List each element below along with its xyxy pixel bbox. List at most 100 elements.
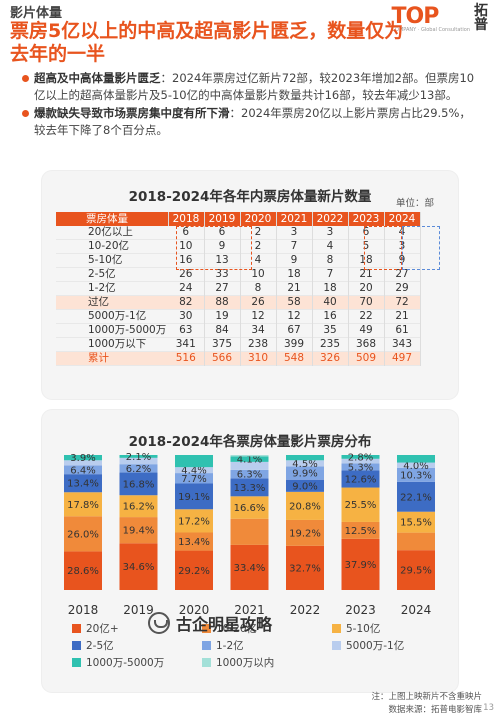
bullet-dot-icon (22, 75, 29, 82)
bar-segment (64, 516, 102, 552)
table-cell: 4 (312, 239, 349, 254)
data-source: 数据来源：拓普电影智库 (388, 705, 482, 715)
row-label: 2-5亿 (88, 268, 116, 280)
table-cell: 29 (384, 281, 421, 296)
table-cell: 18 (312, 281, 349, 296)
bar-segment (230, 518, 269, 545)
section-label: 影片体量 (10, 6, 63, 21)
bar-segment (230, 544, 269, 590)
table-cell: 22 (348, 309, 385, 324)
x-tick-label: 2019 (123, 603, 154, 617)
legend-swatch (72, 641, 81, 650)
table-row: 20亿以上 6 6 2 3 3 6 4 (56, 226, 421, 240)
data-label: 15.5% (400, 518, 432, 529)
table-cell: 24 (168, 281, 205, 296)
bar-segment (119, 495, 158, 518)
table-row: 5-10亿 16 13 4 9 8 18 9 (56, 253, 421, 268)
bar-segment (341, 455, 380, 459)
bar-segment (397, 481, 435, 512)
year-header: 2023 (348, 212, 385, 226)
data-label: 13.3% (234, 483, 266, 494)
table-cell: 375 (204, 337, 241, 352)
table-cell: 509 (348, 351, 385, 366)
table-cell: 368 (348, 337, 385, 352)
row-label: 5000万-1亿 (88, 310, 147, 322)
table-row: 1000万以下 341 375 238 399 235 368 343 (56, 337, 421, 352)
data-label: 4.0% (403, 461, 428, 472)
row-label: 1000万-5000万 (88, 324, 167, 336)
bar-segment (64, 474, 102, 493)
bar-segment (64, 492, 102, 517)
legend-label: 5-10亿 (346, 622, 380, 635)
bar-segment (230, 496, 269, 519)
bar-segment (119, 472, 158, 496)
footnote: 注：上图上映新片不含重映片 (371, 692, 482, 702)
table-cell: 18 (276, 267, 313, 282)
legend-swatch (202, 641, 211, 650)
table-row: 累计 516 566 310 548 326 509 497 (56, 351, 421, 366)
table-cell: 6 (348, 226, 385, 240)
row-label: 1-2亿 (88, 282, 116, 294)
table-cell: 19 (204, 309, 241, 324)
data-label: 22.1% (400, 492, 432, 503)
headline: 票房5亿以上的中高及超高影片匮乏，数量仅为去年的一半 (10, 20, 404, 65)
row-label: 过亿 (56, 295, 168, 310)
bar-segment (341, 521, 380, 539)
legend-label: 10-20亿 (216, 622, 257, 635)
year-header: 2019 (204, 212, 241, 226)
bar-segment (230, 478, 269, 497)
bar-segment (175, 509, 213, 533)
data-label: 17.2% (178, 516, 210, 527)
data-label: 12.6% (345, 475, 377, 486)
legend-label: 1000万-5000万 (86, 657, 164, 669)
table-cell: 33 (204, 267, 241, 282)
x-tick-label: 2024 (401, 603, 432, 617)
data-label: 4.5% (292, 459, 317, 470)
legend-swatch (72, 624, 81, 633)
table-cell: 235 (312, 337, 349, 352)
data-label: 13.4% (178, 537, 210, 548)
bullet-text: ：2024年票房过亿新片72部，较2023年增加2部。但票房10亿以上的超高体量… (34, 71, 475, 102)
watermark-text: 古企明星攻略 (176, 615, 273, 634)
data-label: 12.5% (345, 526, 377, 537)
table-cell: 341 (168, 337, 205, 352)
year-header: 2020 (240, 212, 277, 226)
table-cell: 12 (276, 309, 313, 324)
bar-segment (286, 519, 324, 546)
table-cell: 18 (348, 253, 385, 268)
bar-segment (341, 487, 380, 522)
table-cell: 9 (204, 239, 241, 254)
table-cell: 6 (204, 226, 241, 240)
legend-swatch (332, 641, 341, 650)
bar-segment (341, 470, 380, 488)
table-title: 2018-2024年各年内票房体量新片数量 (128, 189, 372, 205)
data-label: 6.3% (237, 470, 262, 481)
data-label: 37.9% (345, 560, 377, 571)
bar-segment (119, 543, 158, 590)
data-label: 10.3% (400, 470, 432, 481)
bullet-item: 超高及中高体量影片匮乏：2024年票房过亿新片72部，较2023年增加2部。但票… (22, 70, 482, 104)
table-cell: 21 (384, 309, 421, 324)
data-label: 6.2% (126, 464, 151, 475)
bullet-lead: 爆款缺失导致市场票房集中度有所下滑 (34, 106, 230, 120)
table-cell: 6 (168, 226, 205, 240)
table-header-row: 票房体量 2018 2019 2020 2021 2022 2023 2024 (56, 212, 421, 226)
table-row: 5000万-1亿 30 19 12 12 16 22 21 (56, 309, 421, 324)
data-label: 13.4% (67, 479, 99, 490)
bar-segment (397, 467, 435, 482)
data-label: 26.0% (67, 529, 99, 540)
bar-segment (397, 550, 435, 590)
bar-segment (175, 532, 213, 551)
bar-segment (230, 456, 269, 462)
bar-segment (397, 532, 435, 551)
data-label: 3.9% (70, 453, 95, 464)
table-cell: 8 (312, 253, 349, 268)
table-cell: 27 (384, 267, 421, 282)
bar-segment (397, 455, 435, 463)
year-header: 2021 (276, 212, 313, 226)
table-cell: 516 (168, 351, 205, 366)
chart-card: 2018-2024年各票房体量影片票房分布 28.6% 26.0% 17.8% 13.… (42, 410, 458, 692)
table-cell: 20 (348, 281, 385, 296)
legend-label: 1000万以内 (216, 656, 274, 669)
data-label: 19.4% (123, 526, 155, 537)
